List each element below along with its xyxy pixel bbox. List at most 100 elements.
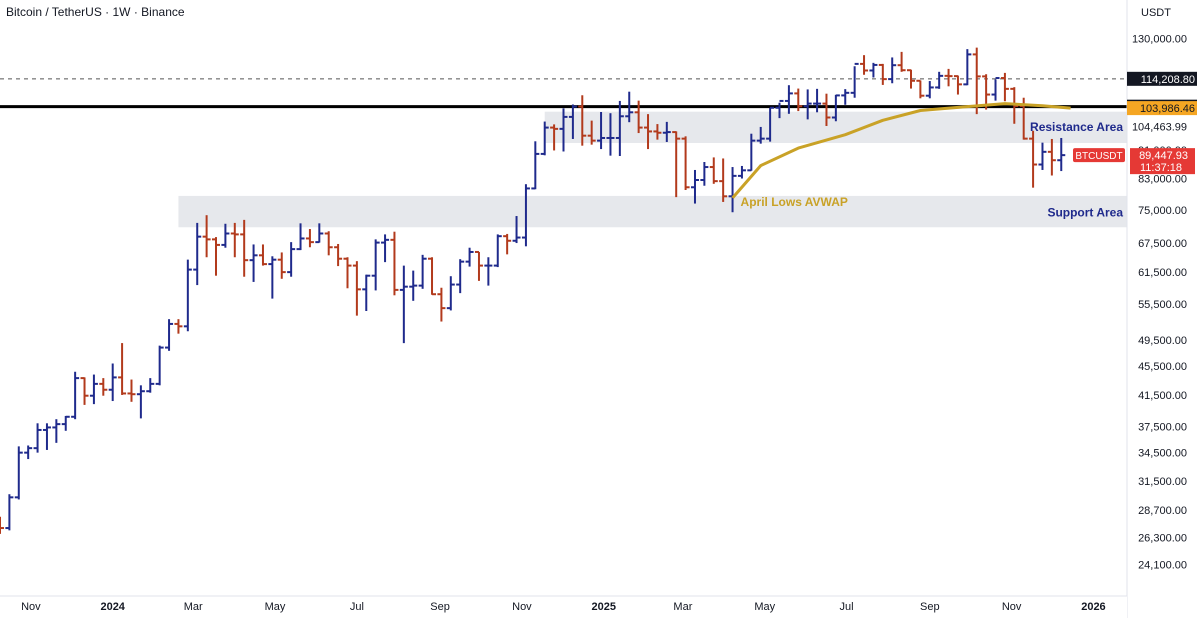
ohlc-bar <box>794 88 803 112</box>
ohlc-bar <box>418 254 427 289</box>
ohlc-bar <box>33 423 42 453</box>
ohlc-bar <box>672 131 681 198</box>
ohlc-bar <box>916 79 925 99</box>
time-tick-label: May <box>754 601 775 613</box>
price-tick-label: 61,500.00 <box>1138 267 1187 279</box>
ohlc-bar <box>540 121 549 156</box>
ohlc-bar <box>484 257 493 286</box>
ohlc-bar <box>343 257 352 289</box>
symbol-tag-text: BTCUSDT <box>1075 151 1122 162</box>
price-label-box <box>1127 101 1197 116</box>
ohlc-bar <box>709 157 718 184</box>
ohlc-bar <box>127 379 136 402</box>
time-tick-label: Sep <box>920 601 940 613</box>
ohlc-bar <box>24 445 33 460</box>
ohlc-bar <box>653 124 662 140</box>
ohlc-bar <box>437 287 446 322</box>
ohlc-bar <box>944 68 953 87</box>
ohlc-bar <box>737 165 746 179</box>
ohlc-bar <box>315 223 324 244</box>
ohlc-bar <box>399 265 408 344</box>
ohlc-bar <box>559 108 568 152</box>
ohlc-bar <box>869 62 878 78</box>
price-label-text: 114,208.80 <box>1141 74 1195 86</box>
ohlc-bar <box>249 244 258 282</box>
ohlc-bar <box>578 95 587 146</box>
ohlc-bar <box>287 242 296 277</box>
price-tick-label: 24,100.00 <box>1138 560 1187 572</box>
countdown-text: 11:37:18 <box>1140 162 1182 174</box>
price-tick-label: 26,300.00 <box>1138 532 1187 544</box>
price-tick-label: 67,500.00 <box>1138 238 1187 250</box>
ohlc-bar <box>644 114 653 150</box>
ohlc-bar <box>296 223 305 251</box>
ohlc-bar <box>258 244 267 266</box>
price-tick-label: 55,500.00 <box>1138 299 1187 311</box>
ohlc-bar <box>136 385 145 419</box>
time-axis[interactable]: Nov 2024 Mar May Jul Sep Nov 2025 Mar May Jul Sep No… <box>0 595 1127 618</box>
ohlc-bar <box>728 167 737 213</box>
price-label-box <box>1127 71 1197 86</box>
ohlc-bar <box>362 274 371 312</box>
resistance-area-label: Resistance Area <box>1030 120 1123 134</box>
ohlc-bar <box>841 89 850 105</box>
time-tick-label: 2025 <box>592 601 616 613</box>
ohlc-bar <box>991 77 1000 101</box>
last-price-box <box>1130 148 1195 175</box>
ohlc-bar <box>183 259 192 332</box>
avwap-line <box>731 102 1071 199</box>
ohlc-bar <box>474 250 483 281</box>
ohlc-bar <box>606 113 615 156</box>
time-tick-label: 2024 <box>100 601 125 613</box>
ohlc-bar <box>1047 138 1056 176</box>
price-tick-label: 45,500.00 <box>1138 361 1187 373</box>
price-tick-label: 28,700.00 <box>1138 505 1187 517</box>
ohlc-bar <box>212 237 221 276</box>
ohlc-bar <box>428 257 437 296</box>
ohlc-bar <box>935 71 944 89</box>
interval-label[interactable]: 1W <box>112 5 131 19</box>
ohlc-bar <box>531 141 540 190</box>
ohlc-bar <box>803 89 812 120</box>
price-label-text: 103,986.46 <box>1140 103 1195 115</box>
price-tick-label: 31,500.00 <box>1138 476 1187 488</box>
ohlc-bar <box>1057 137 1066 172</box>
ohlc-bar <box>221 223 230 248</box>
ohlc-bar <box>888 57 897 84</box>
ohlc-bar <box>71 371 80 420</box>
time-tick-label: Nov <box>512 601 532 613</box>
ohlc-bar <box>512 216 521 244</box>
ohlc-bar <box>165 319 174 351</box>
ohlc-bar <box>61 415 70 431</box>
ohlc-bar <box>521 184 530 247</box>
ohlc-bar <box>14 446 23 500</box>
ohlc-bar <box>784 85 793 114</box>
price-axis[interactable]: USDT130,000.00104,463.9991,000.0083,000.… <box>1073 0 1200 618</box>
ohlc-bar <box>1000 72 1009 102</box>
ohlc-bar <box>906 69 915 89</box>
support-zone <box>178 195 1128 228</box>
time-tick-label: Mar <box>673 601 692 613</box>
ohlc-bar <box>766 106 775 142</box>
ohlc-bar <box>756 126 765 144</box>
ohlc-bar <box>99 378 108 396</box>
time-tick-label: Jul <box>350 601 364 613</box>
ohlc-bar <box>503 233 512 255</box>
symbol-name[interactable]: Bitcoin / TetherUS <box>6 5 102 19</box>
ohlc-bar <box>615 100 624 157</box>
ohlc-bar <box>240 219 249 277</box>
chart-header: Bitcoin / TetherUS · 1W · Binance <box>6 5 185 19</box>
ohlc-bar <box>446 276 455 311</box>
support-area-label: Support Area <box>1047 206 1123 220</box>
ohlc-bar <box>1038 142 1047 170</box>
ohlc-bar <box>822 93 831 126</box>
ohlc-bar <box>52 419 61 443</box>
ohlc-bar <box>681 136 690 190</box>
price-tick-label: 37,500.00 <box>1138 422 1187 434</box>
ohlc-bar <box>202 215 211 258</box>
time-tick-label: Mar <box>184 601 203 613</box>
ohlc-bar <box>0 516 4 534</box>
ohlc-bar <box>146 378 155 393</box>
avwap-label: April Lows AVWAP <box>741 195 848 209</box>
